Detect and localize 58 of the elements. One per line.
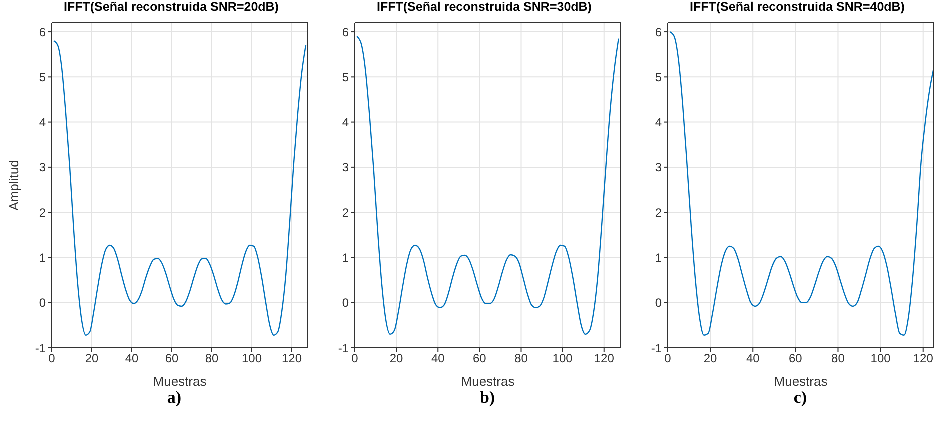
x-tick-label: 100	[242, 352, 262, 366]
y-tick-label: 4	[655, 116, 662, 130]
x-tick-label: 80	[832, 352, 846, 366]
x-tick-label: 0	[664, 352, 672, 366]
y-tick-label: 2	[39, 206, 46, 220]
chart-title: IFFT(Señal reconstruida SNR=40dB)	[689, 0, 906, 16]
y-tick-label: 3	[39, 160, 46, 175]
y-tick-label: 1	[342, 250, 350, 265]
y-tick-label: 2	[342, 206, 350, 220]
y-tick-label: 0	[655, 296, 662, 310]
y-tick-label: 4	[39, 116, 46, 130]
line-series	[53, 40, 307, 336]
y-tick-label: 3	[655, 160, 662, 175]
y-tick-label: 1	[655, 250, 662, 265]
x-tick-label: 60	[165, 352, 179, 366]
x-tick-label: 40	[125, 352, 139, 366]
x-tick-label: 0	[352, 352, 359, 366]
y-tick-label: 6	[655, 25, 662, 40]
x-tick-label: 40	[746, 352, 760, 366]
x-tick-label: 120	[594, 352, 615, 366]
x-tick-label: 20	[704, 352, 718, 366]
chart-title: IFFT(Señal reconstruida SNR=20dB)	[63, 0, 280, 16]
y-tick-label: 2	[655, 206, 662, 220]
x-tick-label: 0	[48, 352, 56, 366]
text: a)	[166, 388, 183, 408]
y-tick-label: 0	[342, 296, 350, 310]
y-tick-label: 5	[39, 70, 46, 84]
chart-title: IFFT(Señal reconstruida SNR=30dB)	[376, 0, 593, 16]
y-tick-label: 5	[342, 70, 350, 84]
x-tick-label: 60	[473, 352, 487, 366]
x-tick-label: 120	[282, 352, 302, 366]
x-tick-label: 20	[390, 352, 404, 366]
x-axis-title: Muestras	[774, 374, 828, 389]
y-tick-label: -1	[651, 341, 662, 356]
x-tick-label: 40	[431, 352, 446, 366]
y-tick-label: 3	[342, 160, 350, 175]
y-tick-label: 0	[39, 296, 46, 310]
x-tick-label: 60	[789, 352, 803, 366]
y-tick-label: 4	[342, 116, 350, 130]
line-series	[356, 36, 620, 336]
x-tick-label: 100	[870, 352, 892, 366]
y-tick-label: 6	[39, 25, 46, 40]
y-tick-label: -1	[35, 341, 46, 356]
line-series	[670, 31, 934, 336]
text: c)	[792, 388, 808, 408]
y-tick-label: -1	[338, 341, 350, 356]
x-tick-label: 120	[913, 352, 934, 366]
x-axis-title: Muestras	[153, 374, 208, 389]
x-tick-label: 80	[514, 352, 528, 366]
x-tick-label: 20	[85, 352, 99, 366]
x-tick-label: 100	[552, 352, 574, 366]
x-axis-title: Muestras	[461, 374, 516, 389]
y-axis-title: Amplitud	[6, 160, 22, 211]
y-tick-label: 6	[342, 25, 350, 40]
y-tick-label: 1	[39, 250, 46, 265]
x-tick-label: 80	[205, 352, 219, 366]
text: b)	[478, 388, 496, 408]
y-tick-label: 5	[655, 70, 662, 84]
